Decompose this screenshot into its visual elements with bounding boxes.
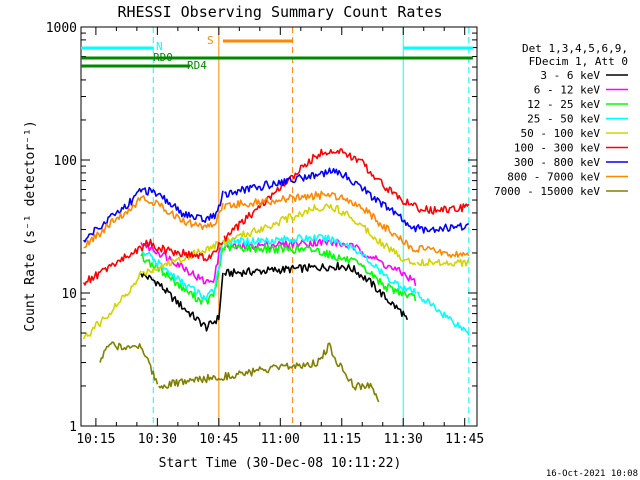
series-line: [82, 148, 470, 286]
plot-area: [82, 27, 470, 426]
y-tick-label: 10: [61, 287, 77, 302]
legend-entry-label: 3 - 6 keV: [540, 69, 600, 82]
legend-entry-label: 6 - 12 keV: [534, 84, 601, 97]
legend-header-line-1: Det 1,3,4,5,6,9,: [522, 42, 628, 55]
y-axis-label: Count Rate (s⁻¹ detector⁻¹): [23, 120, 38, 331]
flag-bars: N S RD0 RD4: [81, 34, 473, 72]
series-line: [83, 190, 470, 259]
legend: Det 1,3,4,5,6,9, FDecim 1, Att 0 3 - 6 k…: [494, 42, 628, 198]
legend-entry-label: 100 - 300 keV: [514, 142, 600, 155]
legend-header-line-2: FDecim 1, Att 0: [529, 55, 628, 68]
flag-label-rd0: RD0: [153, 51, 173, 64]
timestamp: 16-Oct-2021 10:08: [546, 469, 638, 479]
legend-entry-label: 800 - 7000 keV: [507, 171, 600, 184]
x-tick-label: 11:30: [384, 432, 423, 447]
legend-entry-label: 50 - 100 keV: [521, 127, 601, 140]
y-tick-label: 100: [54, 154, 77, 169]
x-tick-label: 10:30: [138, 432, 177, 447]
x-tick-label: 11:45: [445, 432, 484, 447]
y-tick-label: 1000: [46, 21, 77, 36]
legend-entry-label: 7000 - 15000 keV: [494, 185, 600, 198]
x-axis-label: Start Time (30-Dec-08 10:11:22): [159, 456, 402, 471]
x-tick-label: 11:00: [261, 432, 300, 447]
flag-label-s: S: [207, 34, 214, 47]
flag-label-rd4: RD4: [187, 59, 207, 72]
series-line: [140, 233, 470, 336]
x-tick-label: 10:45: [199, 432, 238, 447]
legend-entry-label: 300 - 800 keV: [514, 156, 600, 169]
series-line: [140, 238, 417, 287]
axes: 10:15 10:30 10:45 11:00 11:15 11:30 11:45 1 10 10…: [46, 21, 485, 447]
x-tick-label: 11:15: [322, 432, 361, 447]
y-tick-label: 1: [69, 420, 77, 435]
series-line: [140, 261, 409, 332]
plot-frame: [80, 26, 478, 427]
flag-label-n: N: [156, 40, 163, 53]
legend-entry-label: 12 - 25 keV: [527, 98, 600, 111]
x-tick-label: 10:15: [76, 432, 115, 447]
legend-entry-label: 25 - 50 keV: [527, 113, 600, 126]
series-line: [99, 341, 380, 403]
chart-title: RHESSI Observing Summary Count Rates: [117, 3, 442, 21]
